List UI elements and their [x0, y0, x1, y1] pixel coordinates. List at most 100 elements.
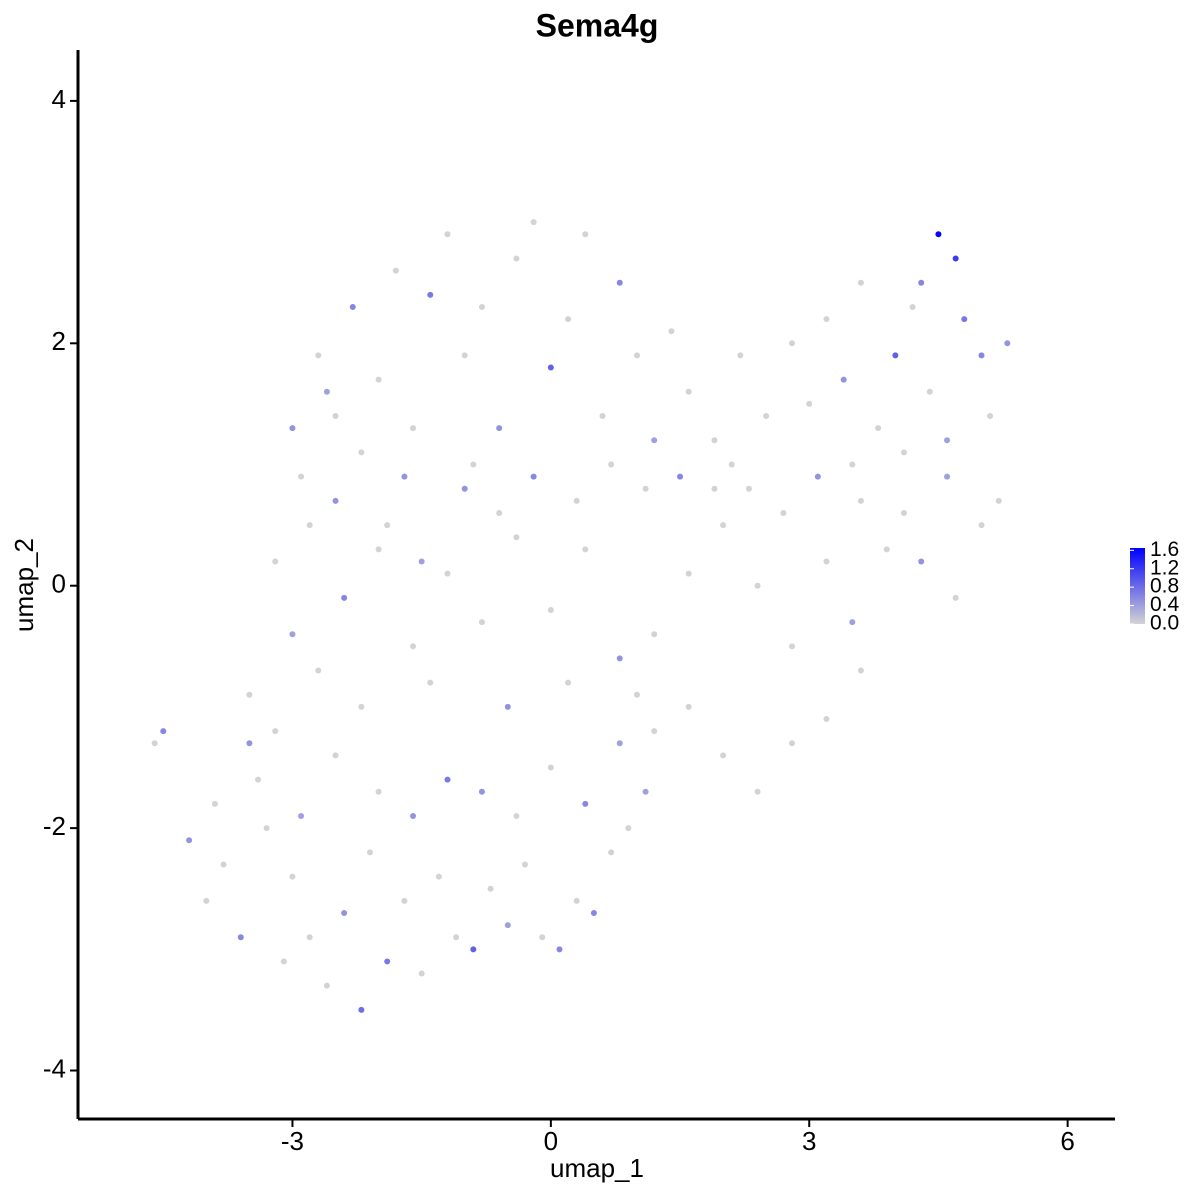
- x-axis-label: umap_1: [550, 1153, 644, 1183]
- point: [857, 497, 864, 504]
- point: [522, 861, 529, 868]
- point: [633, 352, 640, 359]
- point: [513, 255, 520, 262]
- point: [513, 812, 520, 819]
- y-tick-label: 2: [52, 326, 66, 356]
- point: [737, 352, 744, 359]
- point: [944, 437, 951, 444]
- point: [366, 849, 373, 856]
- point: [892, 352, 899, 359]
- point: [323, 982, 330, 989]
- point: [875, 425, 882, 432]
- point: [711, 485, 718, 492]
- point: [633, 691, 640, 698]
- point: [547, 764, 554, 771]
- point: [849, 461, 856, 468]
- point: [186, 837, 193, 844]
- point: [935, 231, 942, 238]
- colorbar-tick-label: 0.4: [1150, 593, 1180, 616]
- y-tick-label: -2: [43, 811, 66, 841]
- colorbar-tick-label: 1.6: [1150, 538, 1179, 561]
- point: [616, 655, 623, 662]
- point: [625, 825, 632, 832]
- point: [401, 897, 408, 904]
- point: [961, 316, 968, 323]
- point: [151, 740, 158, 747]
- point: [944, 473, 951, 480]
- colorbar-tick-label: 0.0: [1150, 612, 1179, 635]
- point: [754, 788, 761, 795]
- point: [952, 594, 959, 601]
- point: [539, 934, 546, 941]
- point: [513, 534, 520, 541]
- colorbar-tick-label: 0.8: [1150, 575, 1179, 598]
- point: [849, 619, 856, 626]
- point: [926, 388, 933, 395]
- point: [211, 800, 218, 807]
- point: [995, 497, 1002, 504]
- point: [918, 558, 925, 565]
- point: [952, 255, 959, 262]
- colorbar-tick-label: 1.2: [1150, 556, 1179, 579]
- point: [1004, 340, 1011, 347]
- point: [823, 316, 830, 323]
- point: [565, 316, 572, 323]
- point: [900, 509, 907, 516]
- point: [918, 279, 925, 286]
- point: [332, 497, 339, 504]
- point: [470, 461, 477, 468]
- point: [427, 679, 434, 686]
- point: [720, 522, 727, 529]
- point: [651, 728, 658, 735]
- point: [616, 740, 623, 747]
- point: [754, 582, 761, 589]
- point: [496, 509, 503, 516]
- point: [470, 946, 477, 953]
- point: [332, 413, 339, 420]
- point: [642, 485, 649, 492]
- point: [298, 473, 305, 480]
- point: [289, 425, 296, 432]
- point: [384, 522, 391, 529]
- point: [573, 497, 580, 504]
- point: [410, 425, 417, 432]
- point: [444, 570, 451, 577]
- point: [358, 703, 365, 710]
- point: [220, 861, 227, 868]
- point: [565, 679, 572, 686]
- y-tick-label: 4: [52, 84, 66, 114]
- point: [780, 509, 787, 516]
- point: [685, 388, 692, 395]
- point: [375, 376, 382, 383]
- point: [315, 667, 322, 674]
- point: [504, 922, 511, 929]
- point: [375, 788, 382, 795]
- point: [444, 231, 451, 238]
- x-tick-label: -3: [281, 1126, 304, 1156]
- x-tick-label: 3: [802, 1126, 816, 1156]
- point: [728, 461, 735, 468]
- point: [384, 958, 391, 965]
- y-axis-label: umap_2: [9, 538, 39, 632]
- point: [444, 776, 451, 783]
- point: [608, 461, 615, 468]
- point: [203, 897, 210, 904]
- point: [857, 667, 864, 674]
- point: [590, 909, 597, 916]
- x-tick-label: 0: [544, 1126, 558, 1156]
- y-tick-label: -4: [43, 1053, 66, 1083]
- point: [651, 631, 658, 638]
- point: [530, 473, 537, 480]
- point: [246, 740, 253, 747]
- point: [806, 400, 813, 407]
- point: [289, 631, 296, 638]
- point: [677, 473, 684, 480]
- point: [745, 485, 752, 492]
- point: [685, 703, 692, 710]
- y-tick-label: 0: [52, 569, 66, 599]
- point: [668, 328, 675, 335]
- point: [556, 946, 563, 953]
- point: [478, 303, 485, 310]
- point: [642, 788, 649, 795]
- point: [237, 934, 244, 941]
